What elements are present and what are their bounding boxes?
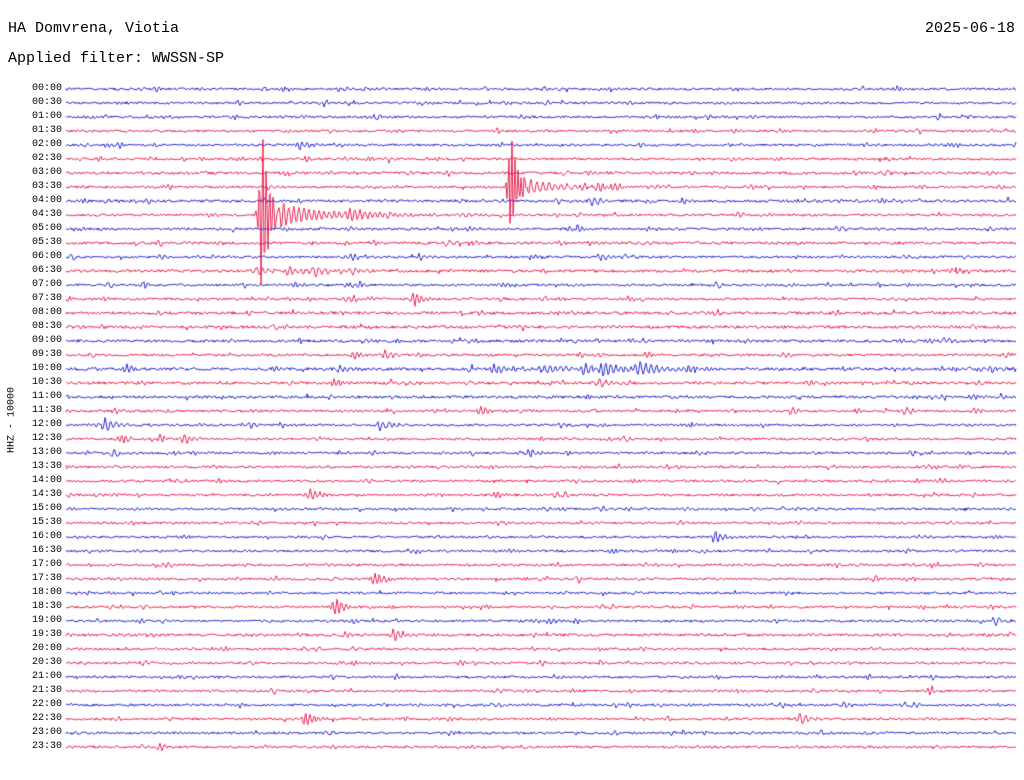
channel-scale-label: HHZ - 10000	[6, 386, 18, 454]
filter-label: Applied filter: WWSSN-SP	[8, 50, 225, 67]
station-title: HA Domvrena, Viotia	[8, 20, 180, 37]
date-label: 2025-06-18	[924, 20, 1015, 37]
